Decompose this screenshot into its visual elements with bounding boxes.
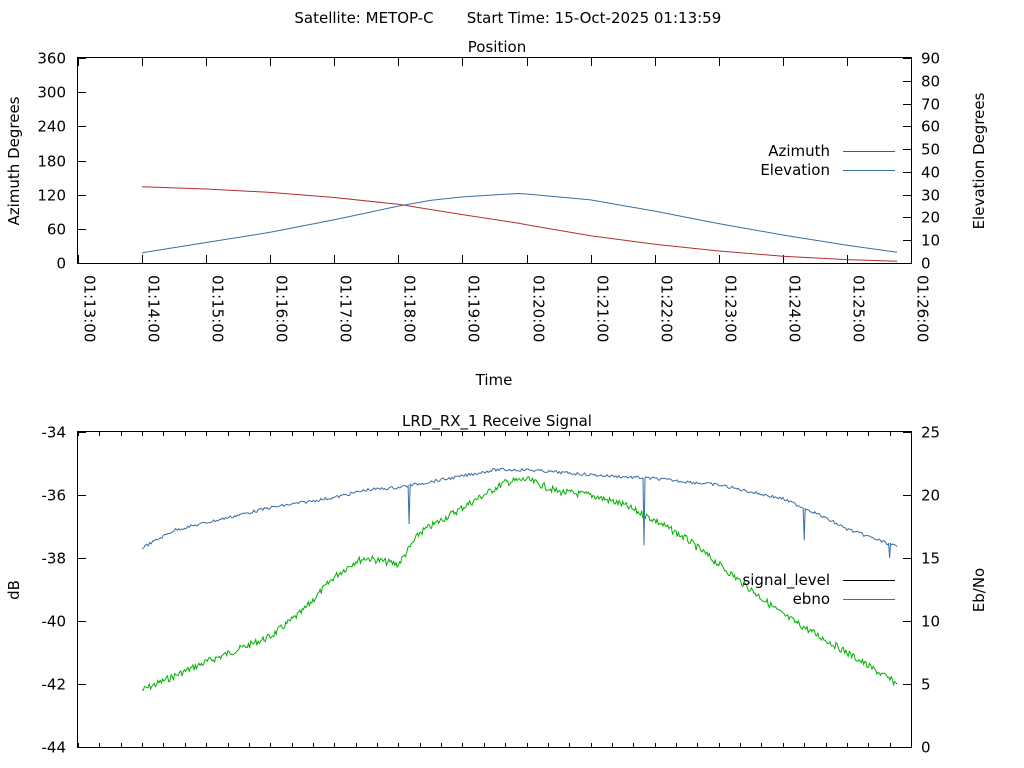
ebno-axis-label: Eb/No — [970, 568, 988, 612]
azimuth-tick-label: 60 — [47, 221, 66, 239]
elevation-tick-label: 10 — [921, 232, 940, 250]
time-tick-label: 01:21:00 — [594, 275, 612, 342]
azimuth-line — [142, 186, 898, 262]
time-tick-label: 01:13:00 — [81, 275, 99, 342]
ebno-tick-label: 5 — [921, 676, 931, 694]
time-tick-label: 01:18:00 — [401, 275, 419, 342]
time-tick-label: 01:20:00 — [530, 275, 548, 342]
azimuth-legend-label: Azimuth — [768, 142, 830, 160]
ebno-line — [142, 467, 898, 559]
elevation-tick-label: 90 — [921, 50, 940, 68]
elevation-tick-label: 60 — [921, 118, 940, 136]
position-axis-ticks: 0 60 120 180 240 300 360 0 10 20 30 40 50 60 70 80 90 01:… — [37, 50, 940, 343]
time-tick-label: 01:24:00 — [786, 275, 804, 342]
azimuth-tick-label: 240 — [37, 118, 66, 136]
azimuth-axis-label: Azimuth Degrees — [5, 96, 23, 225]
elevation-axis-label: Elevation Degrees — [970, 92, 988, 229]
elevation-line — [142, 192, 898, 254]
time-tick-label: 01:23:00 — [722, 275, 740, 342]
ebno-tick-label: 15 — [921, 550, 940, 568]
elevation-legend-label: Elevation — [760, 161, 830, 179]
ebno-tick-label: 25 — [921, 424, 940, 442]
position-series-lines — [142, 186, 898, 262]
elevation-tick-label: 0 — [921, 255, 931, 273]
azimuth-tick-label: 180 — [37, 153, 66, 171]
db-tick-label: -34 — [42, 424, 67, 442]
time-tick-label: 01:16:00 — [273, 275, 291, 342]
time-tick-label: 01:22:00 — [658, 275, 676, 342]
elevation-tick-label: 80 — [921, 73, 940, 91]
db-tick-label: -36 — [42, 487, 67, 505]
db-tick-label: -44 — [42, 739, 67, 757]
ebno-tick-label: 10 — [921, 613, 940, 631]
db-tick-label: -38 — [42, 550, 67, 568]
db-tick-label: -40 — [42, 613, 67, 631]
receive-signal-chart: LRD_RX_1 Receive Signal -44-42-40-38-36-… — [5, 412, 988, 757]
time-tick-label: 01:15:00 — [209, 275, 227, 342]
db-tick-label: -42 — [42, 676, 67, 694]
azimuth-tick-label: 0 — [56, 255, 66, 273]
ebno-legend-label: ebno — [793, 590, 830, 608]
elevation-tick-label: 50 — [921, 141, 940, 159]
position-chart: Position 0 60 120 180 240 300 360 0 10 20 30 40 50 60… — [5, 38, 988, 389]
receive-axis-ticks: -44 -42 -40 -38 -36 -34 0 5 10 15 20 25 — [42, 424, 941, 757]
time-tick-label: 01:26:00 — [914, 275, 932, 342]
time-tick-label: 01:17:00 — [337, 275, 355, 342]
receive-plot-frame — [77, 431, 912, 748]
elevation-tick-label: 70 — [921, 96, 940, 114]
elevation-tick-label: 40 — [921, 164, 940, 182]
position-plot-frame — [77, 57, 912, 264]
start-time-label: Start Time: 15-Oct-2025 01:13:59 — [467, 9, 722, 27]
satellite-label: Satellite: METOP-C — [294, 9, 433, 27]
db-axis-label: dB — [5, 580, 23, 600]
elevation-tick-label: 20 — [921, 209, 940, 227]
ebno-tick-label: 20 — [921, 487, 940, 505]
signal-trace-green-line — [142, 476, 898, 691]
signal-level-legend-label: signal_level — [742, 571, 830, 590]
time-tick-label: 01:25:00 — [850, 275, 868, 342]
azimuth-tick-label: 300 — [37, 84, 66, 102]
receive-series-lines — [142, 467, 898, 691]
time-tick-label: 01:19:00 — [465, 275, 483, 342]
elevation-tick-label: 30 — [921, 187, 940, 205]
receive-chart-title: LRD_RX_1 Receive Signal — [402, 412, 592, 431]
azimuth-tick-label: 120 — [37, 187, 66, 205]
time-axis-label: Time — [475, 371, 513, 389]
azimuth-tick-label: 360 — [37, 50, 66, 68]
time-tick-label: 01:14:00 — [145, 275, 163, 342]
ebno-tick-label: 0 — [921, 739, 931, 757]
position-chart-title: Position — [468, 38, 526, 56]
